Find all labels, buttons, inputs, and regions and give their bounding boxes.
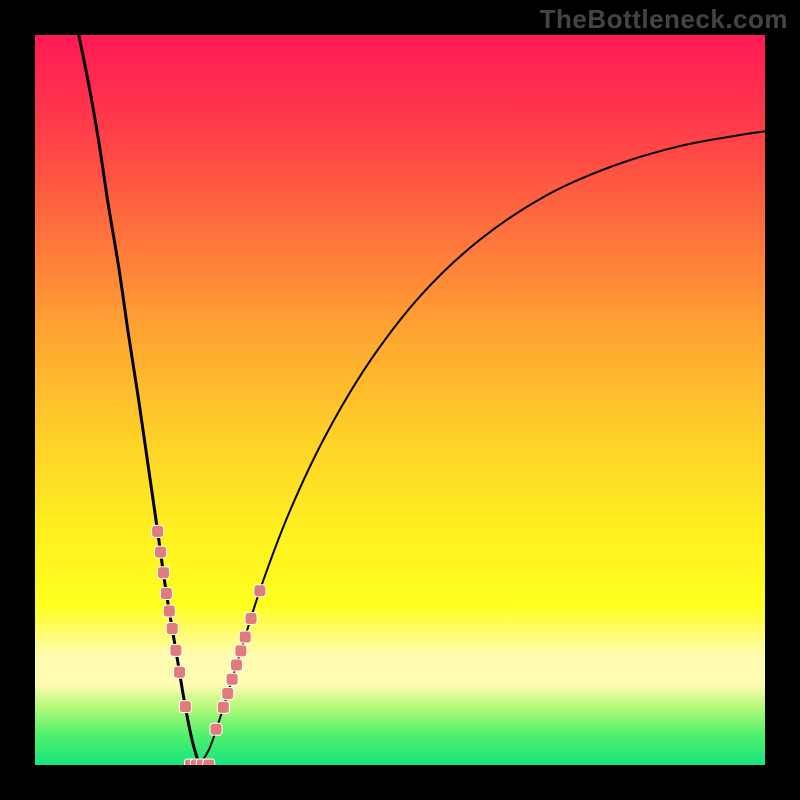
data-marker: [239, 631, 251, 643]
watermark-text: TheBottleneck.com: [540, 4, 788, 35]
data-marker: [152, 525, 164, 537]
data-marker: [230, 659, 242, 671]
data-marker: [245, 613, 257, 625]
data-marker: [174, 666, 186, 678]
data-marker: [155, 546, 167, 558]
data-marker: [217, 701, 229, 713]
plot-svg: [35, 35, 765, 765]
data-marker: [170, 644, 182, 656]
data-marker: [160, 587, 172, 599]
chart-container: TheBottleneck.com: [0, 0, 800, 800]
gradient-background: [35, 35, 765, 765]
data-marker: [179, 701, 191, 713]
data-marker: [222, 687, 234, 699]
data-marker: [166, 622, 178, 634]
plot-area: [35, 35, 765, 765]
data-marker: [203, 759, 215, 765]
data-marker: [235, 645, 247, 657]
data-marker: [226, 673, 238, 685]
data-marker: [157, 567, 169, 579]
data-marker: [163, 605, 175, 617]
data-marker: [210, 723, 222, 735]
data-marker: [254, 585, 266, 597]
